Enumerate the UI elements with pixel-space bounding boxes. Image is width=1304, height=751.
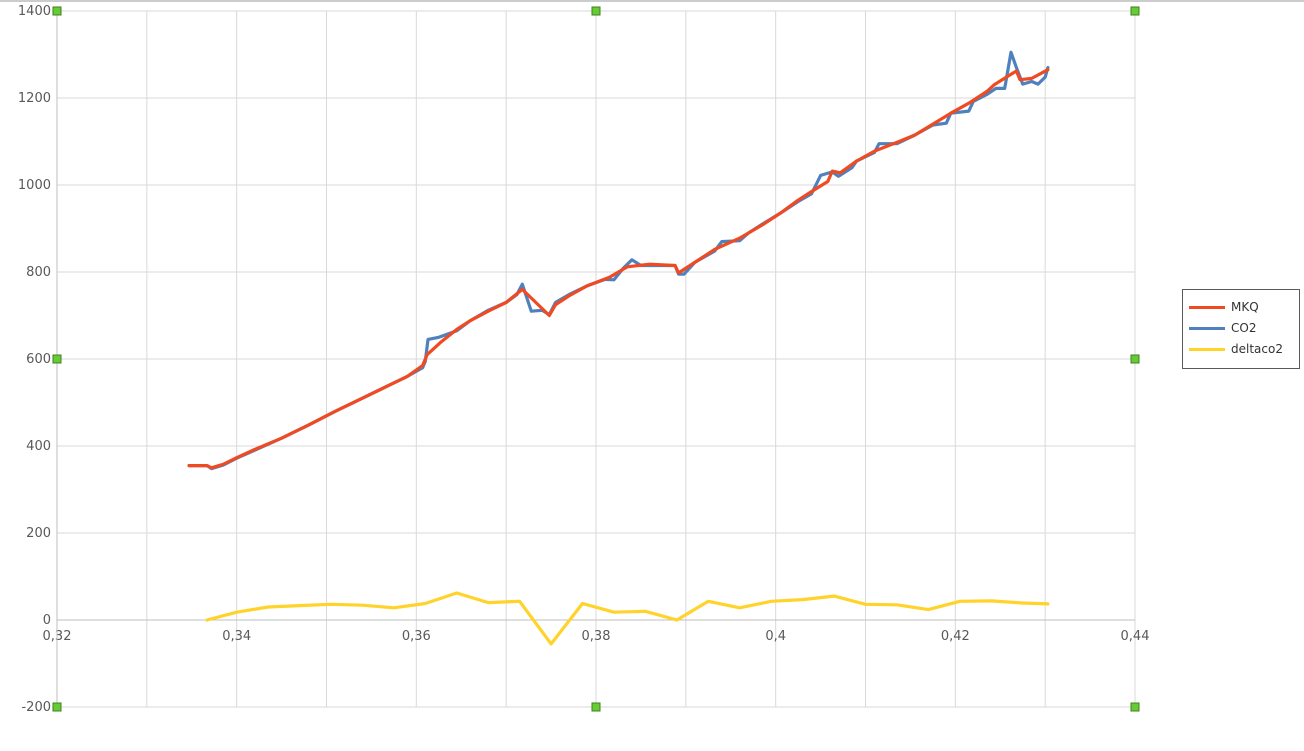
- axes: 0,32 0,34 0,36 0,38 0,4 0,42 0,44-200020040060…: [0, 0, 1304, 715]
- x-tick-label: 0,38: [582, 629, 611, 644]
- y-tick-label: 400: [26, 439, 51, 454]
- y-tick-label: 1400: [18, 4, 51, 19]
- legend-label-deltaco2: deltaco2: [1231, 342, 1283, 356]
- series-line-co2: [187, 50, 1050, 471]
- legend[interactable]: MKQ CO2 deltaco2: [1182, 289, 1300, 369]
- legend-item-mkq[interactable]: MKQ: [1189, 297, 1259, 317]
- legend-swatch-deltaco2: [1189, 347, 1225, 351]
- series-line-deltaco2: [205, 591, 1050, 646]
- legend-item-co2[interactable]: CO2: [1189, 318, 1256, 338]
- series-line-mkq: [187, 68, 1050, 470]
- y-tick-label: 1000: [18, 178, 51, 193]
- resize-handle[interactable]: [52, 702, 62, 712]
- y-tick-label: 600: [26, 352, 51, 367]
- x-tick-label: 0,36: [402, 629, 431, 644]
- x-tick-label: 0,44: [1121, 629, 1150, 644]
- legend-label-co2: CO2: [1231, 321, 1257, 335]
- resize-handle[interactable]: [52, 354, 62, 364]
- selection-handles[interactable]: [52, 6, 1140, 712]
- resize-handle[interactable]: [1130, 354, 1140, 364]
- legend-label-mkq: MKQ: [1231, 300, 1259, 314]
- x-tick-label: 0,34: [222, 629, 251, 644]
- resize-handle[interactable]: [1130, 702, 1140, 712]
- y-tick-label: 1200: [18, 91, 51, 106]
- y-tick-label: 0: [43, 613, 51, 628]
- resize-handle[interactable]: [1130, 6, 1140, 16]
- resize-handle[interactable]: [591, 6, 601, 16]
- x-tick-label: 0,42: [941, 629, 970, 644]
- y-tick-label: 200: [26, 526, 51, 541]
- legend-item-deltaco2[interactable]: deltaco2: [1189, 339, 1283, 359]
- legend-swatch-mkq: [1189, 305, 1225, 309]
- legend-swatch-co2: [1189, 326, 1225, 330]
- y-tick-label: 800: [26, 265, 51, 280]
- resize-handle[interactable]: [52, 6, 62, 16]
- x-tick-label: 0,4: [765, 629, 786, 644]
- resize-handle[interactable]: [591, 702, 601, 712]
- series-lines: [187, 50, 1050, 646]
- y-tick-label: -200: [21, 700, 51, 715]
